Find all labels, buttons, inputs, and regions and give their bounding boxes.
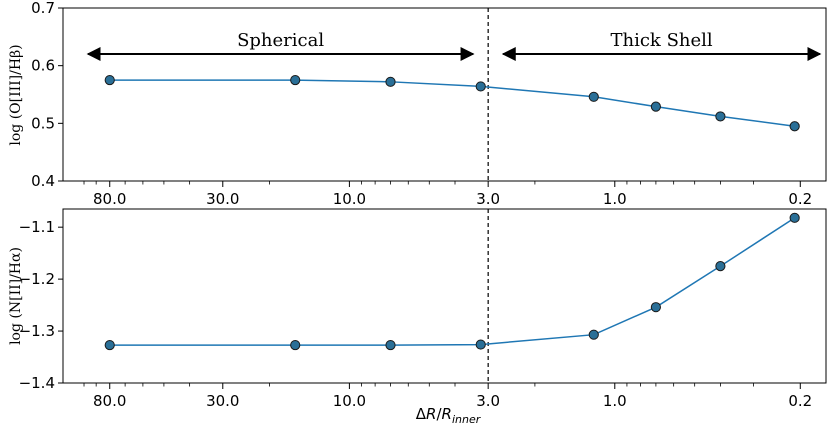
xtick-label: 80.0 — [93, 190, 126, 208]
xtick-label: 1.0 — [603, 190, 627, 208]
ylabel-top: log (O[III]/Hβ) — [8, 44, 24, 145]
ytick-label: 0.5 — [31, 114, 55, 132]
data-point — [475, 81, 486, 92]
ytick-label: −1.4 — [19, 374, 55, 392]
data-point — [290, 339, 301, 351]
data-point — [715, 111, 726, 122]
data-point — [650, 101, 661, 112]
data-point — [789, 212, 800, 223]
plot-frame-top — [62, 7, 827, 182]
data-point — [588, 329, 599, 340]
ytick-label: −1.3 — [19, 322, 55, 340]
data-point — [104, 339, 115, 351]
ytick-label: 0.4 — [31, 172, 55, 190]
ytick-label: 0.7 — [31, 0, 55, 17]
xtick-label: 80.0 — [93, 392, 126, 410]
data-point — [588, 91, 599, 102]
xtick-label: 10.0 — [333, 392, 366, 410]
xtick-label: 3.0 — [476, 190, 500, 208]
data-point — [385, 76, 396, 87]
panel-top: 0.4 0.5 0.6 0.7 80.0 30.0 10.0 3.0 1.0 0.2 Spheri… — [8, 0, 827, 208]
ytick-label: −1.1 — [19, 218, 55, 236]
data-point — [789, 121, 800, 132]
xtick-label: 30.0 — [206, 190, 239, 208]
xtick-label: 0.2 — [788, 190, 812, 208]
xtick-label: 1.0 — [603, 392, 627, 410]
ytick-label: −1.2 — [19, 270, 55, 288]
xtick-label: 3.0 — [476, 392, 500, 410]
data-point — [290, 74, 301, 86]
panel-bottom: −1.4 −1.3 −1.2 −1.1 80.0 30.0 10.0 3.0 1.0 0.2 lo… — [8, 208, 827, 410]
series-line — [109, 217, 796, 346]
data-point — [104, 74, 115, 86]
data-point — [475, 339, 486, 350]
spherical-label: Spherical — [237, 30, 324, 51]
data-point — [715, 261, 726, 272]
series-line — [109, 79, 795, 127]
ytick-label: 0.6 — [31, 57, 55, 75]
data-point — [385, 339, 396, 351]
xlabel: ΔR/Rinner — [416, 405, 482, 426]
xtick-label: 30.0 — [206, 392, 239, 410]
xtick-label: 10.0 — [333, 190, 366, 208]
data-point — [650, 302, 661, 313]
xtick-label: 0.2 — [788, 392, 812, 410]
plot-frame-bottom — [62, 208, 827, 384]
thick-shell-label: Thick Shell — [611, 30, 713, 51]
ylabel-bottom: log (N[II]/Hα) — [8, 247, 24, 345]
